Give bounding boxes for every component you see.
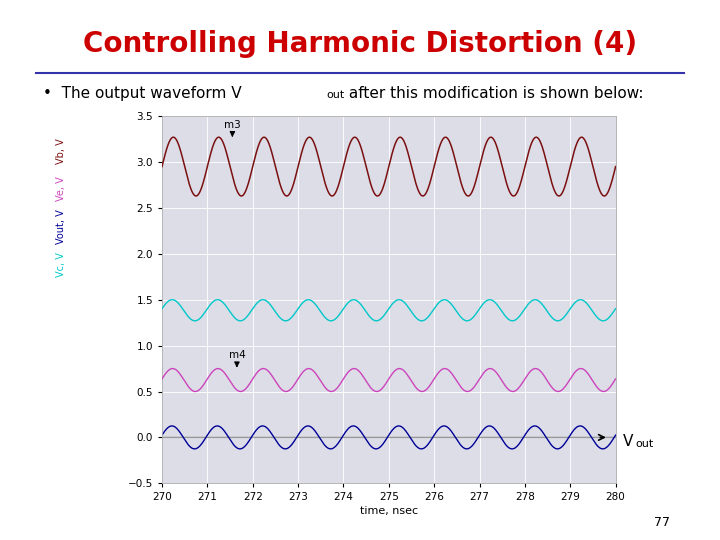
Text: 77: 77: [654, 516, 670, 530]
Text: m3: m3: [224, 120, 241, 136]
Text: m4: m4: [229, 350, 246, 367]
Text: after this modification is shown below:: after this modification is shown below:: [344, 86, 644, 102]
Text: out: out: [326, 90, 344, 100]
Text: Vout, V: Vout, V: [56, 210, 66, 244]
Text: Vc, V: Vc, V: [56, 252, 66, 277]
Text: V: V: [623, 434, 633, 449]
Text: •  The output waveform V: • The output waveform V: [43, 86, 242, 102]
Text: Ve, V: Ve, V: [56, 177, 66, 201]
Text: Vb, V: Vb, V: [56, 138, 66, 164]
Text: Controlling Harmonic Distortion (4): Controlling Harmonic Distortion (4): [83, 30, 637, 58]
Text: out: out: [635, 439, 653, 449]
X-axis label: time, nsec: time, nsec: [360, 507, 418, 516]
